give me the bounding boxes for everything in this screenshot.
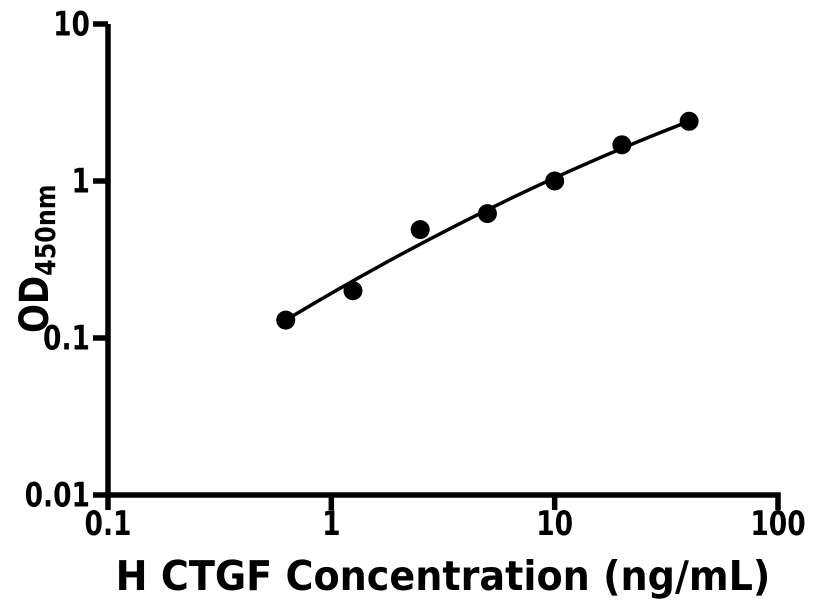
- data-point: [410, 220, 430, 240]
- data-point: [343, 281, 363, 301]
- x-axis-title: H CTGF Concentration (ng/mL): [115, 552, 771, 600]
- data-point: [477, 204, 497, 224]
- data-point: [679, 111, 699, 131]
- y-axis-title-main: OD: [12, 275, 58, 333]
- y-tick-label: 0.1: [43, 319, 90, 358]
- data-point: [545, 171, 565, 191]
- x-tick-label: 100: [750, 505, 805, 544]
- y-tick-label: 0.01: [25, 476, 90, 515]
- y-axis-title: OD450nm: [12, 158, 62, 333]
- data-point: [612, 135, 632, 155]
- y-axis-title-subscript: 450nm: [29, 184, 62, 276]
- y-tick-label: 10: [53, 5, 90, 44]
- x-tick-label: 0.1: [85, 505, 132, 544]
- x-tick-label: 10: [536, 505, 573, 544]
- data-points-group: [276, 111, 699, 330]
- y-tick-label: 1: [72, 162, 90, 201]
- axes-group: [93, 21, 781, 510]
- data-point: [276, 310, 296, 330]
- y-axis-title-text: OD450nm: [12, 184, 62, 333]
- x-tick-label: 1: [322, 505, 340, 544]
